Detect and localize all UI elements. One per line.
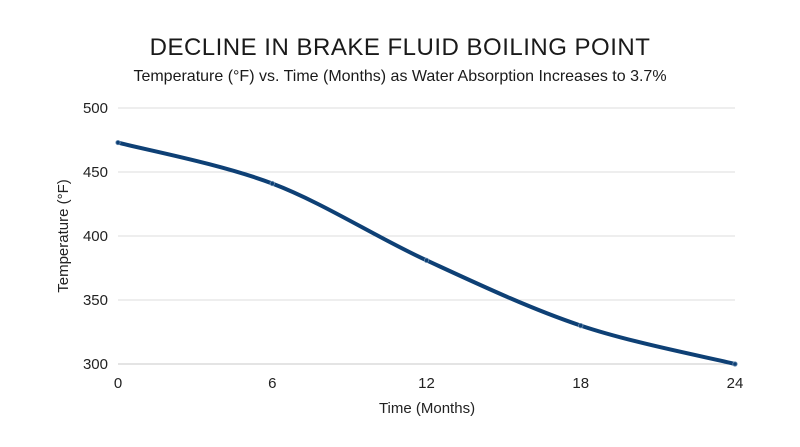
y-tick-label: 400 [83,228,108,245]
y-axis-ticks: 300 350 400 450 500 [83,100,108,373]
chart-subtitle: Temperature (°F) vs. Time (Months) as Wa… [133,68,667,85]
chart-title: DECLINE IN BRAKE FLUID BOILING POINT [149,34,651,61]
x-axis-label: Time (Months) [379,400,475,417]
gridlines [118,107,735,365]
data-point [423,257,430,263]
x-tick-label: 0 [114,375,122,392]
data-point [115,139,121,146]
y-tick-label: 350 [83,292,108,309]
y-tick-label: 500 [83,100,108,117]
x-tick-label: 24 [727,375,744,392]
y-axis-label: Temperature (°F) [55,179,72,293]
data-point [578,322,584,329]
data-point [732,361,738,367]
series-line [116,140,737,366]
data-point [269,180,275,187]
x-tick-label: 12 [418,375,435,392]
x-tick-label: 18 [572,375,589,392]
y-tick-label: 450 [83,164,108,181]
x-tick-label: 6 [268,375,276,392]
series-group [115,139,738,367]
y-tick-label: 300 [83,356,108,373]
x-axis-ticks: 0 6 12 18 24 [114,375,744,392]
